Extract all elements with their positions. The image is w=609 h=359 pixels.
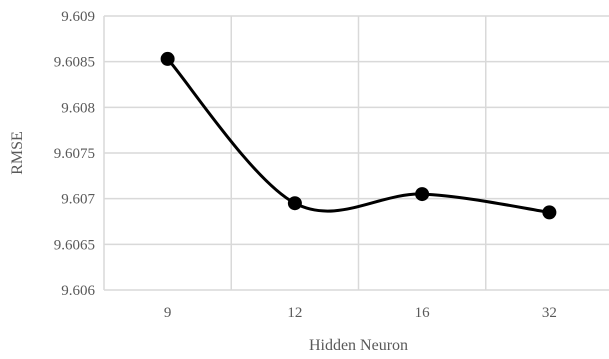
y-tick-label: 9.6075 (54, 146, 95, 162)
grid-lines (103, 15, 609, 291)
y-axis-title: RMSE (9, 131, 26, 175)
x-tick-label: 12 (287, 305, 302, 321)
y-tick-label: 9.608 (61, 100, 95, 116)
y-tick-label: 9.6065 (54, 237, 95, 253)
data-point (542, 205, 557, 220)
y-tick-label: 9.606 (61, 283, 95, 299)
data-point (415, 187, 430, 202)
y-tick-label: 9.609 (61, 9, 95, 25)
series-line (166, 57, 551, 214)
data-point (160, 51, 175, 66)
y-tick-labels: 9.606 9.6065 9.607 9.6075 9.608 9.6085 9.609 (54, 9, 96, 299)
x-tick-label: 16 (415, 305, 431, 321)
series-group (160, 51, 557, 220)
x-tick-label: 32 (542, 305, 557, 321)
x-tick-labels: 9 12 16 32 (164, 305, 557, 321)
x-axis-title: Hidden Neuron (309, 337, 408, 354)
x-tick-label: 9 (164, 305, 172, 321)
y-tick-label: 9.6085 (54, 55, 95, 71)
y-tick-label: 9.607 (61, 192, 95, 208)
data-point (287, 196, 302, 211)
